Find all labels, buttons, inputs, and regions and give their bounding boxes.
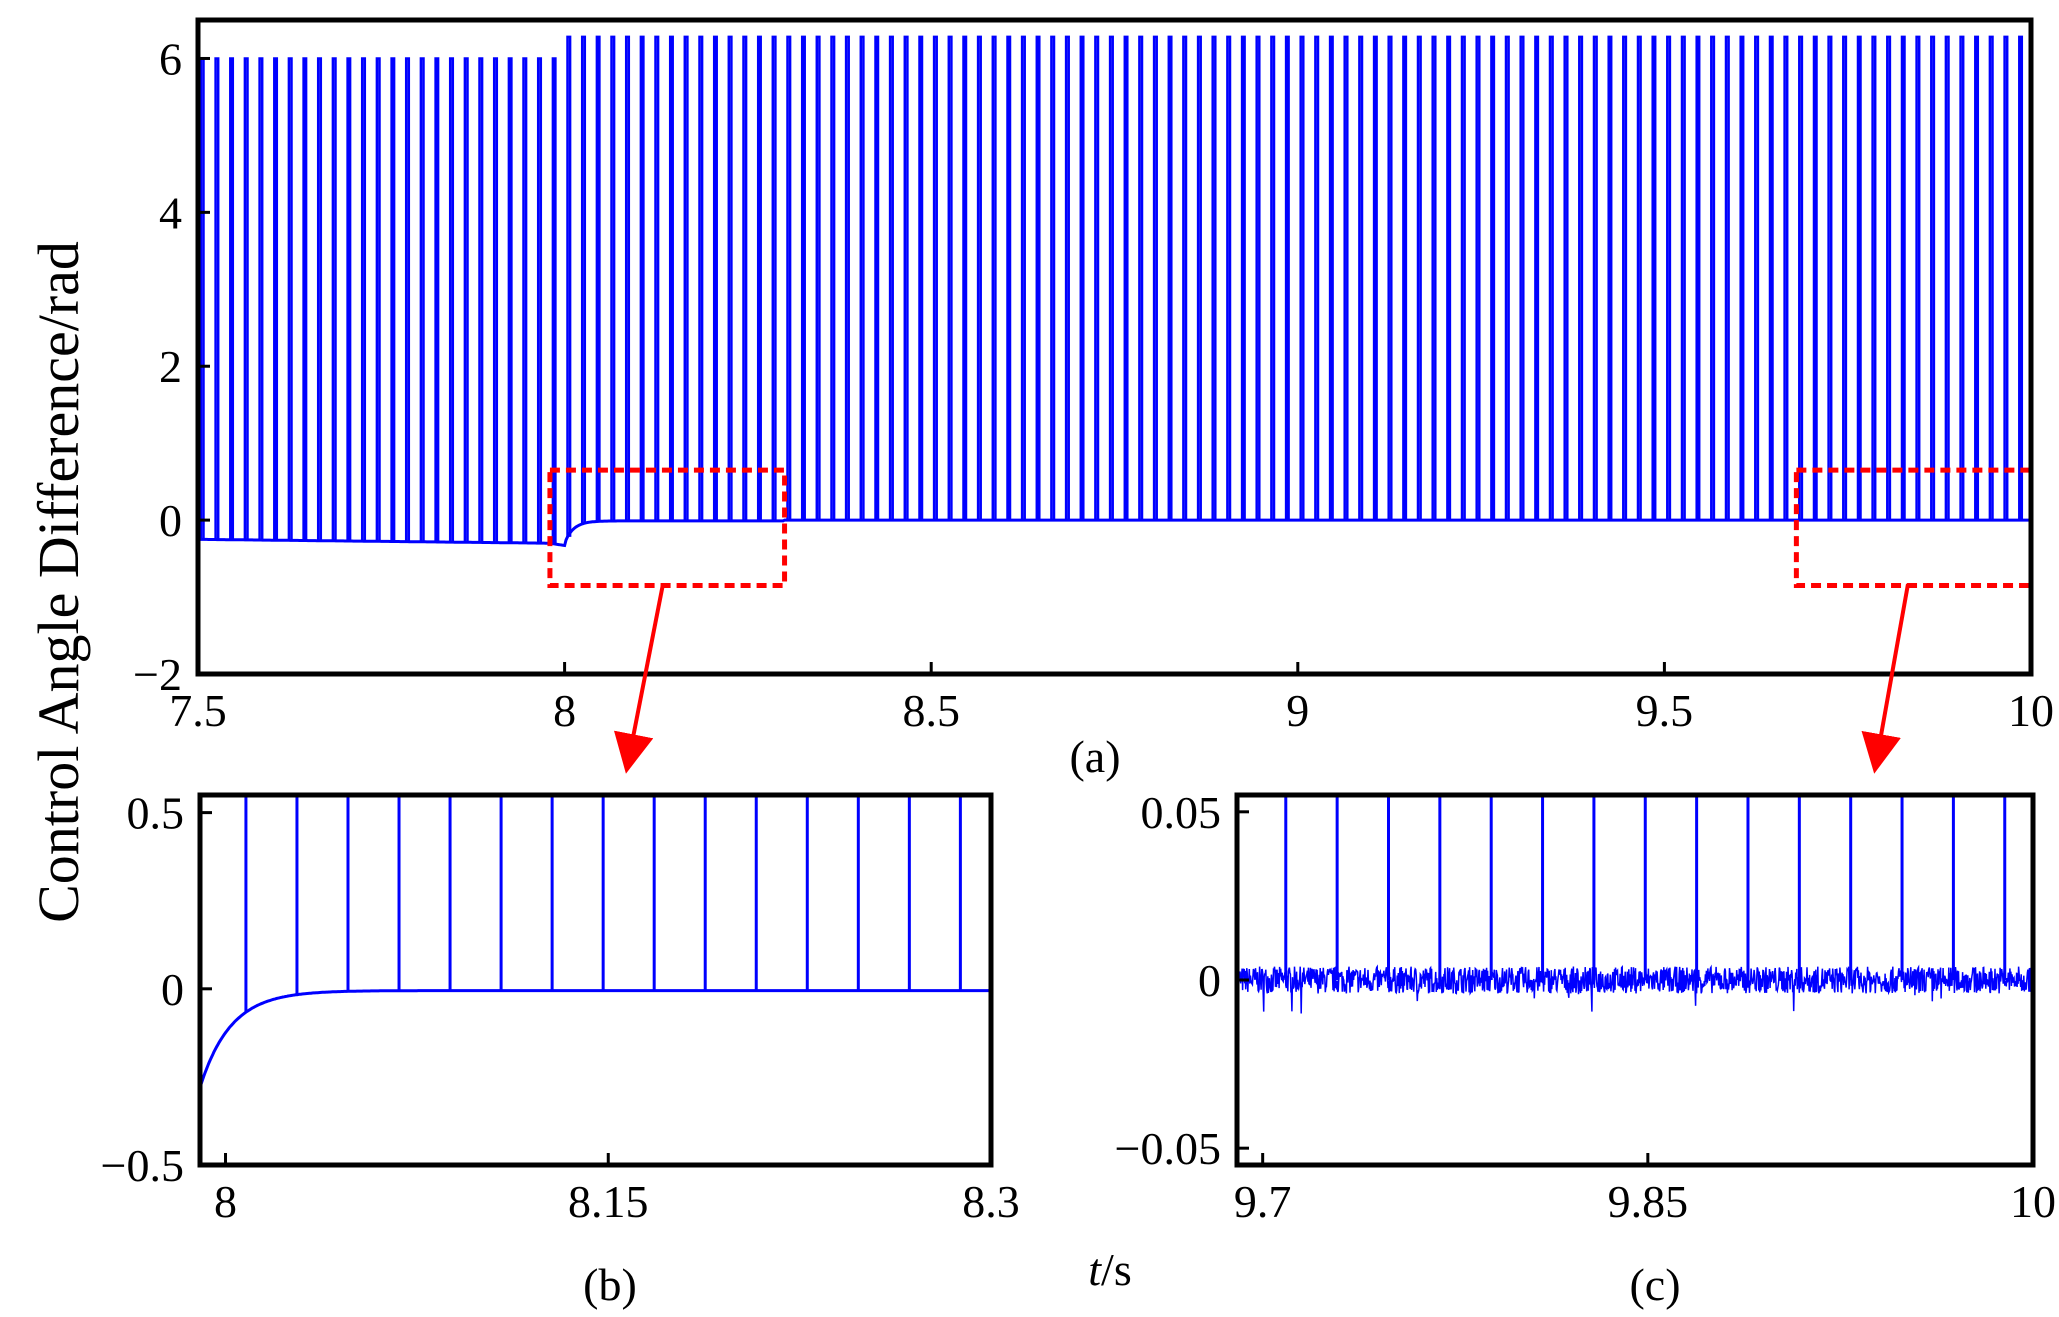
y-axis-label: Control Angle Difference/rad xyxy=(26,241,91,923)
panel-c-xtick-label: 9.7 xyxy=(1234,1176,1292,1227)
panel-b-ytick-label: 0 xyxy=(161,964,184,1015)
panel-b-ytick-label: −0.5 xyxy=(101,1140,184,1191)
panel-c-xtick-label: 9.85 xyxy=(1608,1176,1689,1227)
panel-a: 7.5 8 8.5 9 9.5 10 −2 0 2 4 6 (a) xyxy=(133,17,2054,782)
zoom-arrow-c xyxy=(1861,583,1910,774)
x-axis-label: t/s xyxy=(1088,1244,1131,1295)
panel-b-xtick-label: 8.3 xyxy=(962,1176,1020,1227)
panel-b-xtick-label: 8 xyxy=(214,1176,237,1227)
panel-b-ticks: 8 8.15 8.3 −0.5 0 0.5 xyxy=(101,788,1020,1227)
panel-b-frame xyxy=(197,792,994,1168)
zoom-arrows xyxy=(613,583,1910,774)
panel-b-xtick-label: 8.15 xyxy=(568,1176,649,1227)
panel-a-xtick-label: 10 xyxy=(2008,685,2054,736)
panel-a-xtick-label: 8.5 xyxy=(902,685,960,736)
panel-c-ytick-label: −0.05 xyxy=(1115,1123,1221,1174)
panel-a-ticks: 7.5 8 8.5 9 9.5 10 −2 0 2 4 6 xyxy=(133,33,2054,736)
panel-a-xtick-label: 9.5 xyxy=(1636,685,1694,736)
x-axis-label-symbol: t xyxy=(1088,1244,1102,1295)
zoom-box-b xyxy=(547,467,788,589)
panel-a-ytick-label: 0 xyxy=(159,495,182,546)
panel-b-plot-area xyxy=(200,795,991,1088)
panel-b-ytick-label: 0.5 xyxy=(127,788,185,839)
panel-a-caption: (a) xyxy=(1069,731,1120,782)
panel-c-xtick-label: 10 xyxy=(2010,1176,2056,1227)
panel-a-ytick-label: −2 xyxy=(133,649,182,700)
x-axis-label-unit: /s xyxy=(1101,1244,1132,1295)
zoom-arrow-b xyxy=(613,583,665,774)
panel-a-ytick-label: 2 xyxy=(159,341,182,392)
panel-c-caption: (c) xyxy=(1629,1259,1680,1310)
panel-a-xtick-label: 7.5 xyxy=(169,685,227,736)
panel-c: 9.7 9.85 10 −0.05 0 0.05 (c) xyxy=(1115,787,2056,1310)
panel-a-xtick-label: 8 xyxy=(553,685,576,736)
panel-b: 8 8.15 8.3 −0.5 0 0.5 (b) xyxy=(101,788,1020,1310)
panel-a-spikes xyxy=(199,35,2024,544)
panel-c-ticks: 9.7 9.85 10 −0.05 0 0.05 xyxy=(1115,787,2056,1227)
panel-a-plot-area xyxy=(198,35,2031,548)
panel-c-ytick-label: 0.05 xyxy=(1141,787,1222,838)
panel-a-ytick-label: 6 xyxy=(159,33,182,84)
panel-c-ytick-label: 0 xyxy=(1198,955,1221,1006)
panel-c-baseline xyxy=(1237,964,2033,1014)
panel-a-frame xyxy=(195,17,2034,677)
panel-b-baseline xyxy=(200,989,991,1088)
panel-b-caption: (b) xyxy=(583,1259,637,1310)
panel-c-plot-area xyxy=(1237,795,2033,1014)
panel-a-baseline xyxy=(198,518,2031,548)
panel-a-xtick-label: 9 xyxy=(1286,685,1309,736)
panel-a-ytick-label: 4 xyxy=(159,187,182,238)
